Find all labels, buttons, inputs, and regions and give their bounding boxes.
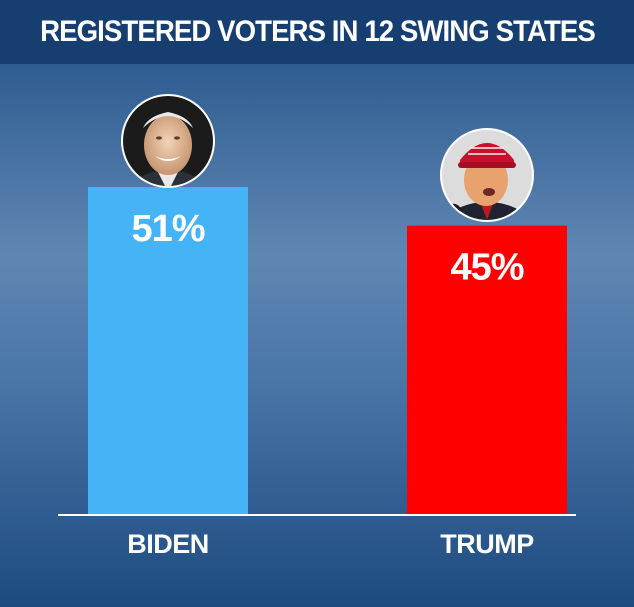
chart-title: REGISTERED VOTERS IN 12 SWING STATES xyxy=(39,15,596,48)
value-label-trump: 45% xyxy=(450,247,523,289)
category-label-biden: BIDEN xyxy=(127,529,209,559)
bar-trump xyxy=(407,225,567,515)
value-label-biden: 51% xyxy=(131,208,204,250)
bar-biden xyxy=(88,187,248,515)
category-label-trump: TRUMP xyxy=(440,529,534,559)
title-bar: REGISTERED VOTERS IN 12 SWING STATES xyxy=(0,0,634,64)
trump-portrait xyxy=(440,128,534,222)
